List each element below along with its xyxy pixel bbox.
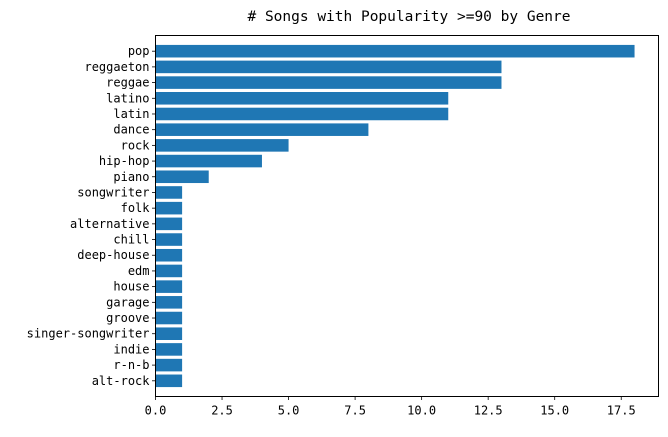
x-tick-label: 15.0 [540, 404, 569, 418]
x-axis-ticks: 0.0 2.5 5.0 7.5 10.0 12.5 15.0 17.5 [145, 396, 636, 418]
x-tick-label: 0.0 [145, 404, 167, 418]
y-tick-label: singer-songwriter [27, 327, 150, 341]
y-tick-label: reggaeton [84, 60, 149, 74]
bar-dance [155, 123, 369, 136]
y-tick-label: hip-hop [99, 154, 150, 168]
bar-rock [155, 139, 289, 152]
y-tick-label: r-n-b [113, 358, 149, 372]
bar-singer-songwriter [155, 327, 183, 340]
y-tick-label: reggae [106, 76, 149, 90]
y-tick-label: edm [128, 264, 150, 278]
bar-reggaeton [155, 60, 502, 74]
y-tick-label: songwriter [77, 185, 149, 199]
plot-frame [155, 35, 659, 397]
x-tick-label: 2.5 [211, 404, 233, 418]
y-tick-label: groove [106, 311, 149, 325]
y-tick-label: rock [121, 138, 151, 152]
y-tick-label: dance [113, 123, 149, 137]
y-tick-label: piano [113, 170, 149, 184]
bar-hip-hop [155, 154, 262, 168]
y-tick-label: pop [128, 44, 150, 58]
x-tick-label: 5.0 [278, 404, 300, 418]
bar-edm [155, 264, 183, 278]
y-tick-label: latino [106, 91, 149, 105]
bar-latino [155, 92, 449, 105]
x-tick-label: 10.0 [407, 404, 436, 418]
y-tick-label: indie [113, 342, 149, 356]
y-tick-label: alt-rock [92, 374, 151, 388]
y-tick-label: latin [113, 107, 149, 121]
bar-deep-house [155, 248, 183, 262]
chart-title: # Songs with Popularity >=90 by Genre [247, 9, 570, 25]
y-tick-label: garage [106, 295, 149, 309]
bar-chill [155, 233, 183, 246]
bar-groove [155, 311, 183, 325]
bar-alternative [155, 217, 183, 231]
x-tick-label: 12.5 [474, 404, 503, 418]
bar-pop [155, 44, 635, 58]
bar-alt-rock [155, 374, 183, 388]
bar-songwriter [155, 186, 183, 199]
bar-folk [155, 201, 183, 215]
x-tick-label: 7.5 [344, 404, 366, 418]
bar-latin [155, 107, 449, 121]
y-tick-label: house [113, 280, 149, 294]
y-tick-label: deep-house [77, 248, 149, 262]
y-tick-label: chill [113, 233, 149, 247]
bar-indie [155, 343, 183, 356]
bar-r-n-b [155, 358, 183, 372]
y-tick-label: alternative [70, 217, 149, 231]
bar-garage [155, 296, 183, 309]
bar-piano [155, 170, 209, 184]
bars-group [155, 44, 635, 388]
bar-reggae [155, 76, 502, 89]
bar-house [155, 280, 183, 293]
y-tick-label: folk [121, 201, 151, 215]
x-tick-label: 17.5 [607, 404, 636, 418]
